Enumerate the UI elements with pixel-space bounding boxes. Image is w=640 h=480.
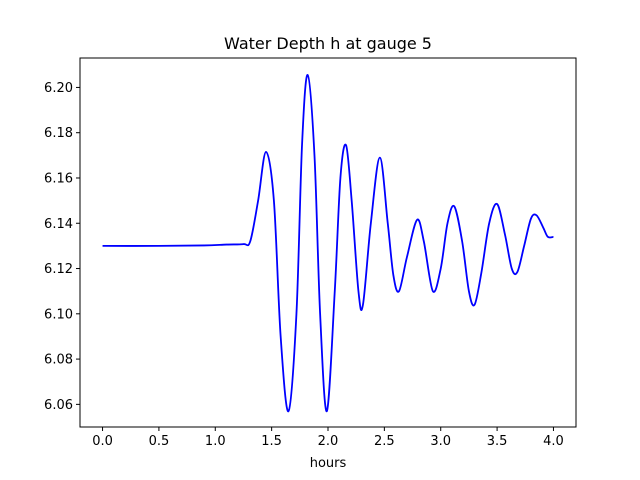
y-tick-label: 6.10 xyxy=(44,307,73,322)
y-tick-label: 6.14 xyxy=(44,217,73,232)
x-tick-label: 0.5 xyxy=(149,434,170,449)
plot-frame xyxy=(79,57,577,428)
x-tick-label: 1.0 xyxy=(205,434,226,449)
y-tick-label: 6.16 xyxy=(44,171,73,186)
plot-content xyxy=(102,74,554,413)
chart-title: Water Depth h at gauge 5 xyxy=(224,34,432,53)
y-axis: 6.06 6.08 6.10 6.12 6.14 6.16 6.18 6.20 xyxy=(44,81,80,413)
y-tick-label: 6.12 xyxy=(44,262,73,277)
y-tick-label: 6.08 xyxy=(44,353,73,368)
x-tick-label: 3.5 xyxy=(487,434,508,449)
x-tick-label: 2.5 xyxy=(374,434,395,449)
x-tick-label: 0.0 xyxy=(92,434,113,449)
x-axis-label: hours xyxy=(310,456,347,471)
y-tick-label: 6.06 xyxy=(44,398,73,413)
x-tick-label: 2.0 xyxy=(318,434,339,449)
x-axis: 0.0 0.5 1.0 1.5 2.0 2.5 3.0 3.5 4.0 xyxy=(92,427,564,449)
y-tick-label: 6.18 xyxy=(44,126,73,141)
x-tick-label: 1.5 xyxy=(261,434,282,449)
x-tick-label: 3.0 xyxy=(430,434,451,449)
series-line-0 xyxy=(102,74,554,413)
y-tick-label: 6.20 xyxy=(44,81,73,96)
x-tick-label: 4.0 xyxy=(543,434,564,449)
